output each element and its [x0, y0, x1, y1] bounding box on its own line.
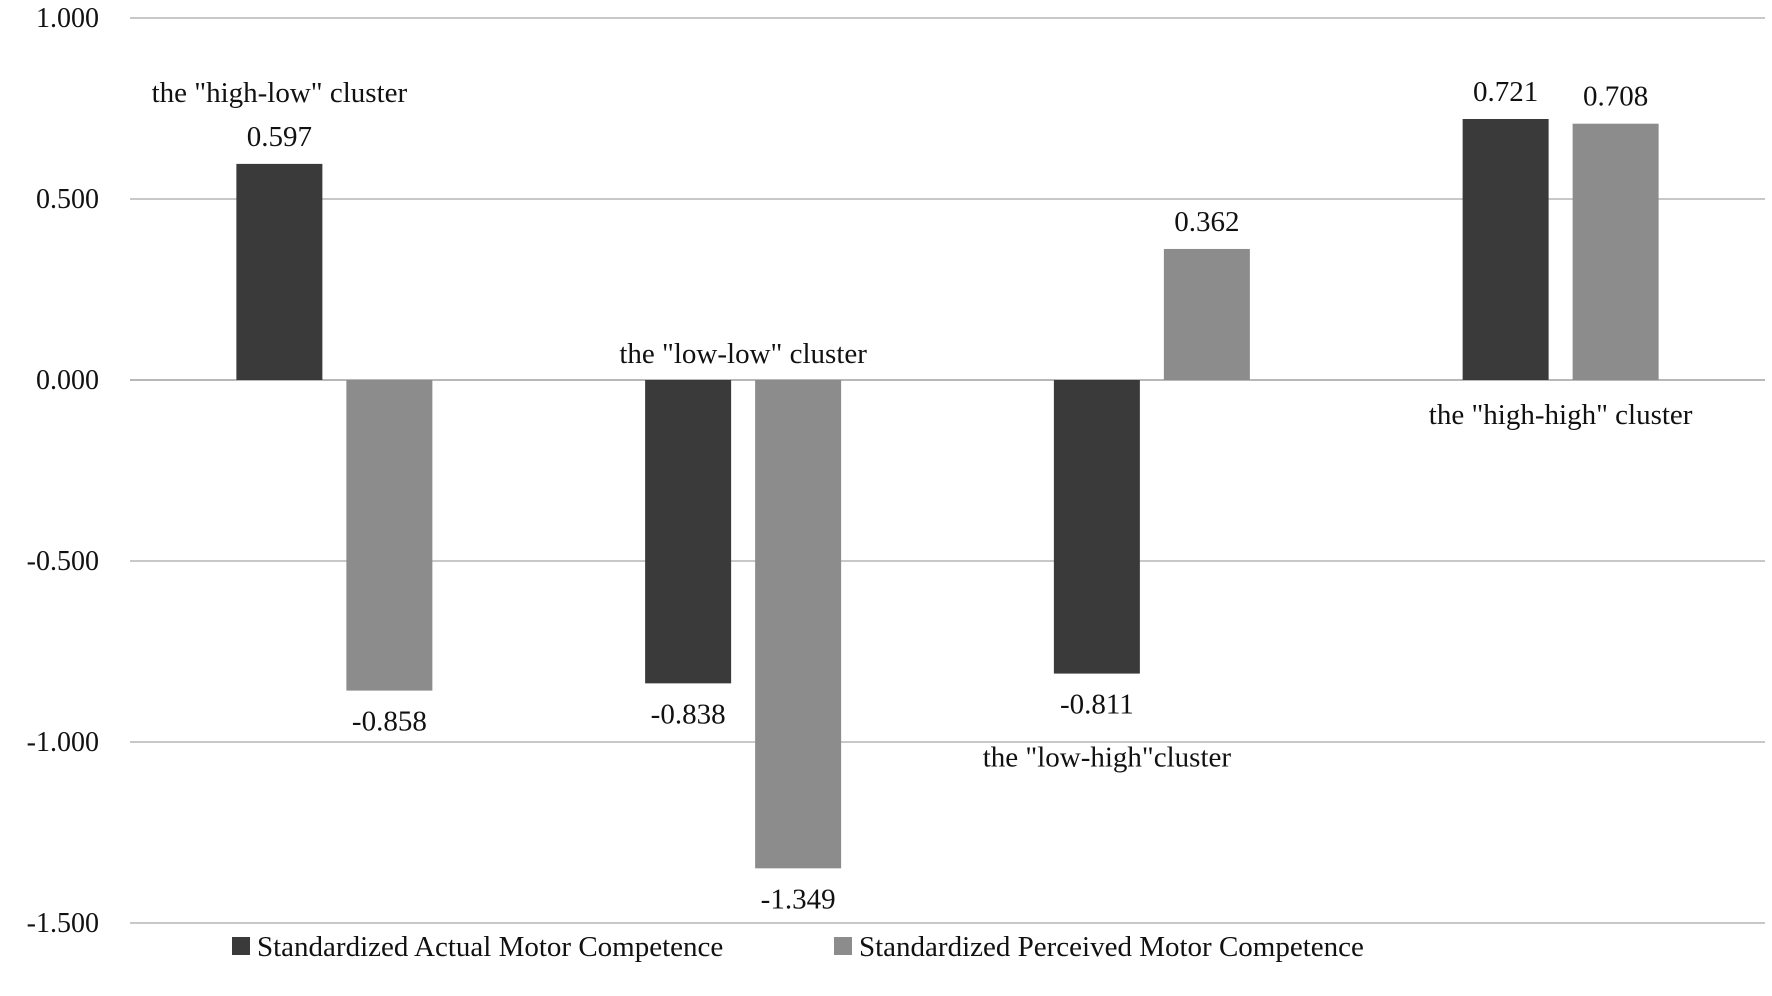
bar-actual-1 [645, 380, 732, 684]
bar-perceived-2 [1163, 248, 1250, 380]
y-tick-label: 1.000 [36, 3, 99, 34]
category-label: the "high-high" cluster [1429, 399, 1693, 431]
bar-actual-3 [1462, 118, 1549, 381]
y-axis-tick-labels: 1.000 0.500 0.000 -0.500 -1.000 -1.500 [27, 3, 99, 939]
legend-swatch [232, 937, 250, 955]
y-tick-label: -1.500 [27, 908, 99, 939]
data-label: -1.349 [761, 883, 836, 915]
y-tick-label: 0.000 [36, 365, 99, 396]
y-tick-label: 0.500 [36, 184, 99, 215]
category-label: the "high-low" cluster [152, 77, 408, 109]
bar-actual-2 [1053, 380, 1140, 674]
data-label: 0.708 [1583, 81, 1648, 113]
data-label: 0.597 [247, 121, 312, 153]
data-label: -0.858 [352, 706, 427, 738]
bar-perceived-1 [755, 380, 842, 869]
data-label: 0.721 [1473, 76, 1538, 108]
bar-actual-0 [236, 163, 323, 380]
legend-label: Standardized Perceived Motor Competence [859, 931, 1364, 963]
bars [236, 118, 1659, 869]
legend-label: Standardized Actual Motor Competence [257, 931, 723, 963]
y-tick-label: -0.500 [27, 546, 99, 577]
category-labels: the "high-low" cluster the "low-low" clus… [152, 77, 1693, 774]
bar-perceived-3 [1572, 123, 1659, 380]
data-label: -0.811 [1060, 689, 1134, 721]
legend-swatch [834, 937, 852, 955]
category-label: the "low-low" cluster [619, 338, 867, 370]
y-tick-label: -1.000 [27, 727, 99, 758]
legend: Standardized Actual Motor Competence Stan… [232, 931, 1364, 963]
data-labels: 0.597 -0.838 -0.811 0.721 -0.858 -1.349 0.362 0… [247, 76, 1649, 915]
category-label: the "low-high"cluster [983, 742, 1232, 774]
data-label: 0.362 [1174, 206, 1239, 238]
data-label: -0.838 [651, 698, 726, 730]
bar-perceived-0 [346, 380, 433, 691]
